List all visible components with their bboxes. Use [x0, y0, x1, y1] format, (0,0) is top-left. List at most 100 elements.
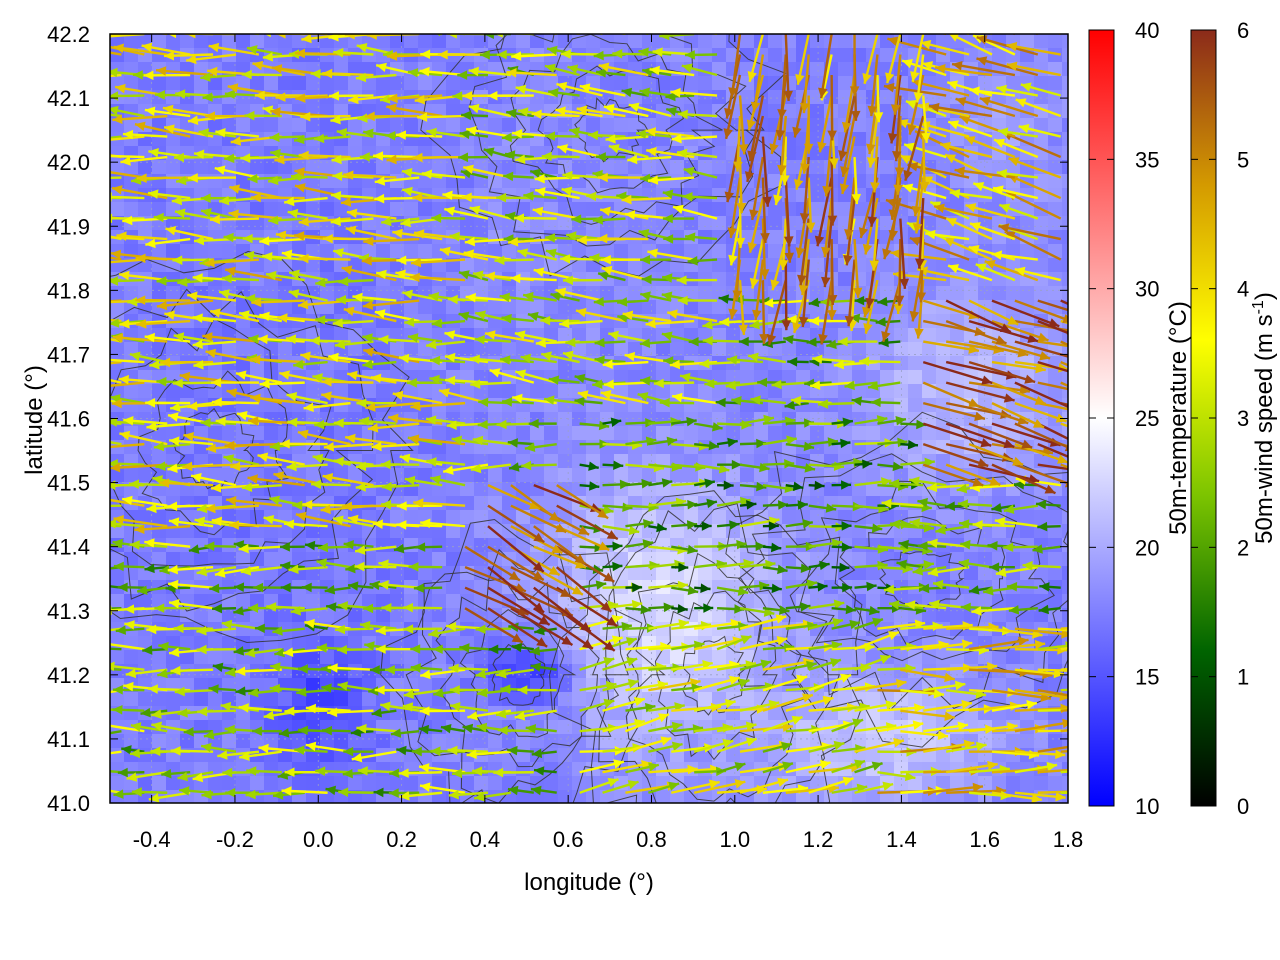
temperature-cell [264, 762, 279, 777]
temperature-cell [152, 734, 167, 749]
temperature-cell [166, 272, 181, 287]
temperature-cell [292, 440, 307, 455]
temperature-cell [712, 510, 727, 525]
temperature-cell [278, 76, 293, 91]
temperature-cell [348, 706, 363, 721]
temperature-cell [124, 76, 139, 91]
temperature-cell [110, 594, 125, 609]
temperature-cell [138, 342, 153, 357]
temperature-cell [166, 692, 181, 707]
temperature-cell [1062, 146, 1068, 161]
temperature-cell [656, 118, 671, 133]
wind-vector-shaft [110, 667, 122, 671]
temperature-cell [166, 482, 181, 497]
temperature-cell [306, 552, 321, 567]
temperature-cell [264, 692, 279, 707]
temperature-cell [250, 594, 265, 609]
temperature-cell [1048, 734, 1063, 749]
temperature-cell [558, 748, 573, 763]
temperature-cell [908, 426, 923, 441]
temperature-cell [474, 734, 489, 749]
temperature-cell [124, 650, 139, 665]
temperature-cell [446, 594, 461, 609]
temperature-cell [894, 426, 909, 441]
temperature-cell [1048, 258, 1063, 273]
temperature-cell [292, 552, 307, 567]
temperature-cell [208, 118, 223, 133]
temperature-cell [1062, 34, 1068, 49]
temperature-cell [306, 76, 321, 91]
temperature-cell [390, 244, 405, 259]
temperature-cell [194, 594, 209, 609]
temperature-cell [712, 132, 727, 147]
temperature-cell [250, 636, 265, 651]
temperature-cell [110, 300, 125, 315]
wind-vector-head [1077, 666, 1087, 676]
temperature-cell [908, 384, 923, 399]
temperature-cell [810, 104, 825, 119]
temperature-cell [572, 692, 587, 707]
temperature-cell [810, 202, 825, 217]
temperature-cell [110, 692, 125, 707]
temperature-cell [278, 426, 293, 441]
temperature-cell [1020, 776, 1035, 791]
temperature-cell [740, 468, 755, 483]
temperature-cell [124, 342, 139, 357]
temperature-cell [1062, 188, 1068, 203]
temperature-cell [712, 342, 727, 357]
temperature-cell [824, 468, 839, 483]
temperature-cell [810, 48, 825, 63]
temperature-cell [194, 552, 209, 567]
temperature-cell [698, 510, 713, 525]
temperature-cell [222, 300, 237, 315]
temperature-cell [264, 552, 279, 567]
temperature-cell [1062, 286, 1068, 301]
temperature-cell [502, 650, 517, 665]
temperature-cell [404, 174, 419, 189]
temperature-cell [376, 384, 391, 399]
temperature-cell [222, 650, 237, 665]
temperature-cell [488, 398, 503, 413]
temperature-cell [250, 384, 265, 399]
temperature-cell [838, 426, 853, 441]
temperature-cell [404, 202, 419, 217]
temperature-cell [166, 132, 181, 147]
temperature-cell [110, 426, 125, 441]
temperature-cell [194, 650, 209, 665]
temperature-cell [250, 608, 265, 623]
temperature-cell [460, 342, 475, 357]
temperature-cell [670, 258, 685, 273]
temperature-cell [936, 90, 951, 105]
temperature-cell [110, 734, 125, 749]
temperature-cell [712, 454, 727, 469]
temperature-cell [698, 188, 713, 203]
temperature-cell [642, 34, 657, 49]
temperature-cell [628, 426, 643, 441]
temperature-cell [992, 594, 1007, 609]
temperature-cell [530, 384, 545, 399]
temperature-cell [180, 636, 195, 651]
temperature-cell [166, 76, 181, 91]
temperature-cell [222, 636, 237, 651]
temperature-cell [180, 34, 195, 49]
temperature-cell [852, 328, 867, 343]
temperature-cell [222, 692, 237, 707]
temperature-cell [488, 510, 503, 525]
temperature-cell [320, 202, 335, 217]
temperature-cell [222, 468, 237, 483]
temperature-cell [278, 524, 293, 539]
temperature-cell [292, 734, 307, 749]
temperature-cell [810, 118, 825, 133]
temperature-cell [264, 160, 279, 175]
temperature-cell [208, 146, 223, 161]
temperature-cell [208, 48, 223, 63]
temperature-cell [852, 426, 867, 441]
temperature-cell [166, 776, 181, 791]
temperature-cell [1062, 650, 1068, 665]
temperature-cell [222, 34, 237, 49]
temperature-cell [978, 76, 993, 91]
temperature-cell [614, 118, 629, 133]
temperature-cell [362, 650, 377, 665]
temperature-cell [1062, 468, 1068, 483]
temperature-cell [250, 202, 265, 217]
